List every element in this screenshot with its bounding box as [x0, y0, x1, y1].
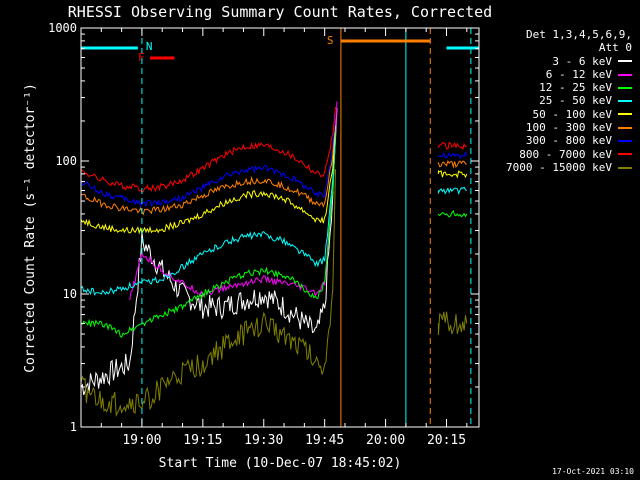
x-tick-label: 19:45	[305, 433, 344, 448]
series-line-4	[80, 125, 468, 235]
legend-swatch	[618, 60, 632, 63]
legend-item: 3 - 6 keV	[506, 55, 632, 68]
chart-title: RHESSI Observing Summary Count Rates, Co…	[68, 3, 492, 21]
x-axis-label: Start Time (10-Dec-07 18:45:02)	[159, 456, 402, 471]
legend-item: 12 - 25 keV	[506, 81, 632, 94]
annotation-s: S	[327, 34, 334, 47]
annotation-f: F	[138, 51, 145, 64]
legend-swatch	[618, 140, 632, 143]
series-line-8	[80, 169, 468, 418]
legend-label: 50 - 100 keV	[532, 107, 612, 121]
y-tick-label: 100	[55, 154, 77, 168]
x-tick-label: 19:30	[244, 433, 283, 448]
legend-label: 100 - 300 keV	[525, 121, 612, 135]
footer-date: 17-Oct-2021 03:10	[552, 467, 634, 476]
legend-item: 100 - 300 keV	[506, 121, 632, 134]
legend-swatch	[618, 153, 632, 156]
legend-swatch	[618, 86, 632, 89]
legend-label: 3 - 6 keV	[552, 54, 612, 68]
legend: Det 1,3,4,5,6,9, Att 0 3 - 6 keV 6 - 12 k…	[506, 28, 632, 174]
legend-label: 25 - 50 keV	[539, 94, 612, 108]
y-tick-label: 1	[70, 420, 77, 434]
legend-item: 800 - 7000 keV	[506, 148, 632, 161]
y-axis-label: Corrected Count Rate (s⁻¹ detector⁻¹)	[23, 83, 38, 373]
legend-item: 50 - 100 keV	[506, 108, 632, 121]
marker-layer: NF S	[81, 28, 479, 427]
legend-swatch	[618, 166, 632, 169]
legend-label: 6 - 12 keV	[545, 67, 612, 81]
legend-swatch	[618, 126, 632, 129]
legend-item: 300 - 800 keV	[506, 134, 632, 147]
legend-header-line-1: Det 1,3,4,5,6,9,	[526, 28, 632, 41]
legend-swatch	[618, 100, 632, 103]
legend-label: 12 - 25 keV	[539, 81, 612, 95]
legend-item: 25 - 50 keV	[506, 94, 632, 107]
x-tick-label: 19:15	[183, 433, 222, 448]
plot-frame	[80, 27, 480, 428]
series-line-2	[80, 131, 468, 338]
legend-item: 7000 - 15000 keV	[506, 161, 632, 174]
annotation-n: N	[146, 40, 153, 53]
series-line-6	[80, 113, 468, 208]
legend-label: 7000 - 15000 keV	[506, 160, 612, 174]
x-tick-label: 19:00	[122, 433, 161, 448]
legend-item: 6 - 12 keV	[506, 68, 632, 81]
series-line-7	[80, 106, 468, 193]
series-line-5	[80, 118, 467, 216]
legend-swatch	[618, 73, 632, 76]
legend-rows: 3 - 6 keV 6 - 12 keV 12 - 25 keV 25 - 50 ke…	[506, 55, 632, 175]
axis-layer: 1 10 100 1000 19:00 19:15 19:30 19:45 20:00 20:15	[48, 21, 479, 448]
legend-header-line-2: Att 0	[598, 41, 632, 55]
y-tick-label: 1000	[48, 21, 77, 35]
series-line-3	[80, 132, 468, 296]
legend-label: 800 - 7000 keV	[519, 147, 612, 161]
x-tick-label: 20:00	[366, 433, 405, 448]
x-tick-label: 20:15	[427, 433, 466, 448]
series-line-0	[80, 108, 338, 396]
y-tick-label: 10	[63, 287, 77, 301]
series-layer	[80, 101, 468, 418]
legend-label: 300 - 800 keV	[525, 134, 612, 148]
legend-swatch	[618, 113, 632, 116]
